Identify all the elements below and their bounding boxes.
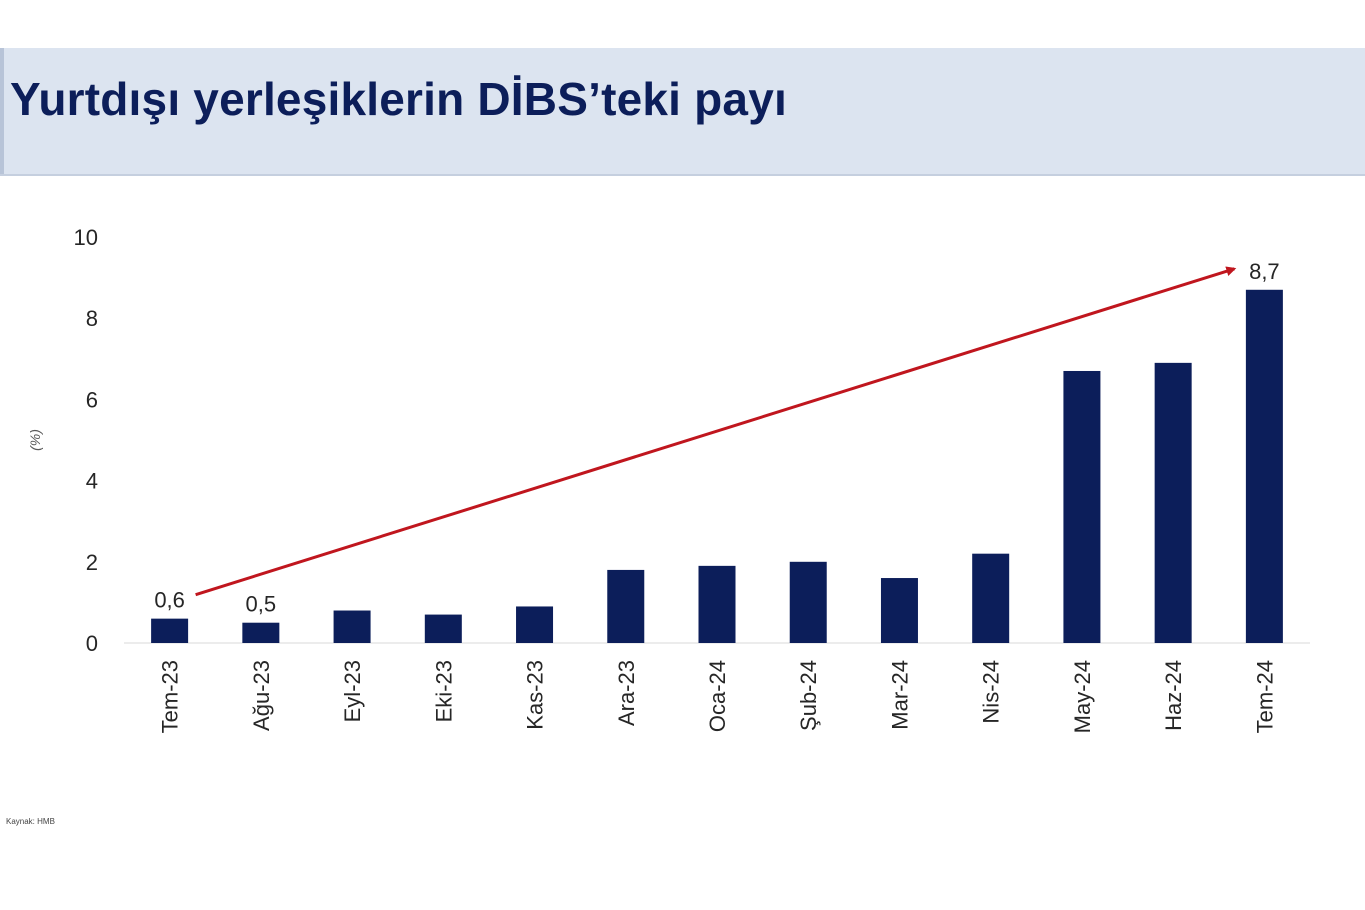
- bar: [424, 614, 462, 643]
- bar: [972, 553, 1010, 643]
- source-note: Kaynak: HMB: [6, 817, 55, 826]
- x-tick-label: Oca-24: [705, 660, 730, 732]
- bar: [242, 622, 280, 643]
- bar: [151, 618, 189, 643]
- title-accent-bar: [0, 48, 4, 174]
- y-tick-label: 0: [86, 631, 98, 656]
- bar: [333, 610, 371, 643]
- x-tick-label: Nis-24: [979, 660, 1004, 724]
- x-tick-label: Eyl-23: [340, 660, 365, 722]
- data-label: 0,5: [246, 592, 277, 617]
- x-tick-label: Şub-24: [796, 660, 821, 731]
- bar: [789, 561, 827, 643]
- y-tick-label: 2: [86, 550, 98, 575]
- x-tick-label: Ara-23: [614, 660, 639, 726]
- x-tick-label: Kas-23: [523, 660, 548, 730]
- x-tick-label: Mar-24: [887, 660, 912, 730]
- bar: [1154, 362, 1192, 643]
- data-label: 0,6: [154, 588, 185, 613]
- x-tick-label: Eki-23: [431, 660, 456, 722]
- page-title: Yurtdışı yerleşiklerin DİBS’teki payı: [10, 73, 787, 125]
- y-tick-label: 6: [86, 387, 98, 412]
- x-tick-label: Tem-24: [1252, 660, 1277, 733]
- bar: [607, 569, 645, 643]
- y-tick-label: 10: [74, 225, 98, 250]
- x-tick-label: Ağu-23: [249, 660, 274, 731]
- y-axis-label: (%): [27, 429, 43, 451]
- bar: [1063, 370, 1101, 643]
- x-tick-label: Tem-23: [158, 660, 183, 733]
- x-tick-label: May-24: [1070, 660, 1095, 733]
- x-axis: Tem-23 Ağu-23 Eyl-23 Eki-23 Kas-23 Ara-23 Oca-…: [158, 660, 1278, 733]
- x-tick-label: Haz-24: [1161, 660, 1186, 731]
- y-axis: 0 2 4 6 8 10: [74, 225, 98, 656]
- title-band: Yurtdışı yerleşiklerin DİBS’teki payı: [0, 48, 1365, 176]
- bar-series: [151, 289, 1283, 643]
- data-labels: 0,6 0,5 8,7: [154, 259, 1279, 617]
- bar: [516, 606, 554, 643]
- bar: [698, 565, 736, 643]
- y-tick-label: 8: [86, 306, 98, 331]
- data-label: 8,7: [1249, 259, 1280, 284]
- trend-arrow: [195, 266, 1237, 597]
- bar: [880, 578, 918, 643]
- y-tick-label: 4: [86, 469, 98, 494]
- bar: [1245, 289, 1283, 643]
